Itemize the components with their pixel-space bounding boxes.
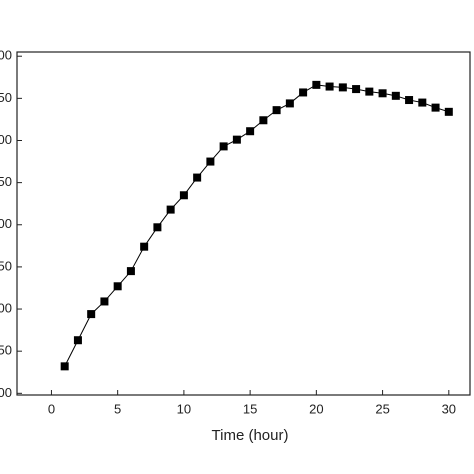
data-point: [100, 297, 109, 306]
data-point: [87, 310, 96, 319]
data-point: [378, 89, 387, 98]
data-point: [431, 103, 440, 112]
x-tick-label: 30: [442, 401, 456, 416]
data-point: [126, 267, 135, 276]
data-point: [60, 362, 69, 371]
data-point: [352, 85, 361, 94]
x-tick-label: 5: [114, 401, 121, 416]
data-point: [219, 142, 228, 151]
data-point: [140, 242, 149, 251]
y-tick-label: 50: [0, 258, 12, 273]
y-tick-label: 00: [0, 385, 12, 400]
data-point: [232, 135, 241, 144]
data-point: [193, 173, 202, 182]
data-point: [113, 282, 122, 291]
data-point: [206, 157, 215, 166]
data-point: [299, 88, 308, 97]
x-tick-label: 25: [375, 401, 389, 416]
data-point: [179, 191, 188, 200]
series-line: [64, 84, 449, 367]
y-tick-label: 00: [0, 300, 12, 315]
data-point: [405, 96, 414, 105]
data-point: [153, 223, 162, 232]
y-tick-label: 00: [0, 132, 12, 147]
y-tick-label: 50: [0, 343, 12, 358]
data-point: [166, 205, 175, 214]
data-point: [418, 98, 427, 107]
x-tick-label: 15: [243, 401, 257, 416]
data-point: [312, 80, 321, 89]
data-point: [246, 127, 255, 136]
data-point: [272, 106, 281, 115]
data-point: [259, 116, 268, 125]
data-point: [325, 82, 334, 91]
data-point: [444, 107, 453, 116]
x-tick-label: 20: [309, 401, 323, 416]
x-tick-label: 0: [48, 401, 55, 416]
plot-frame: [16, 51, 471, 396]
y-tick-label: 50: [0, 90, 12, 105]
y-tick-label: 00: [0, 48, 12, 63]
data-point: [285, 99, 294, 108]
y-tick-label: 50: [0, 174, 12, 189]
data-point: [365, 87, 374, 96]
y-tick-label: 00: [0, 216, 12, 231]
x-axis-label: Time (hour): [212, 427, 289, 444]
data-point: [338, 83, 347, 92]
x-tick-label: 10: [177, 401, 191, 416]
data-point: [391, 91, 400, 100]
data-point: [73, 336, 82, 345]
